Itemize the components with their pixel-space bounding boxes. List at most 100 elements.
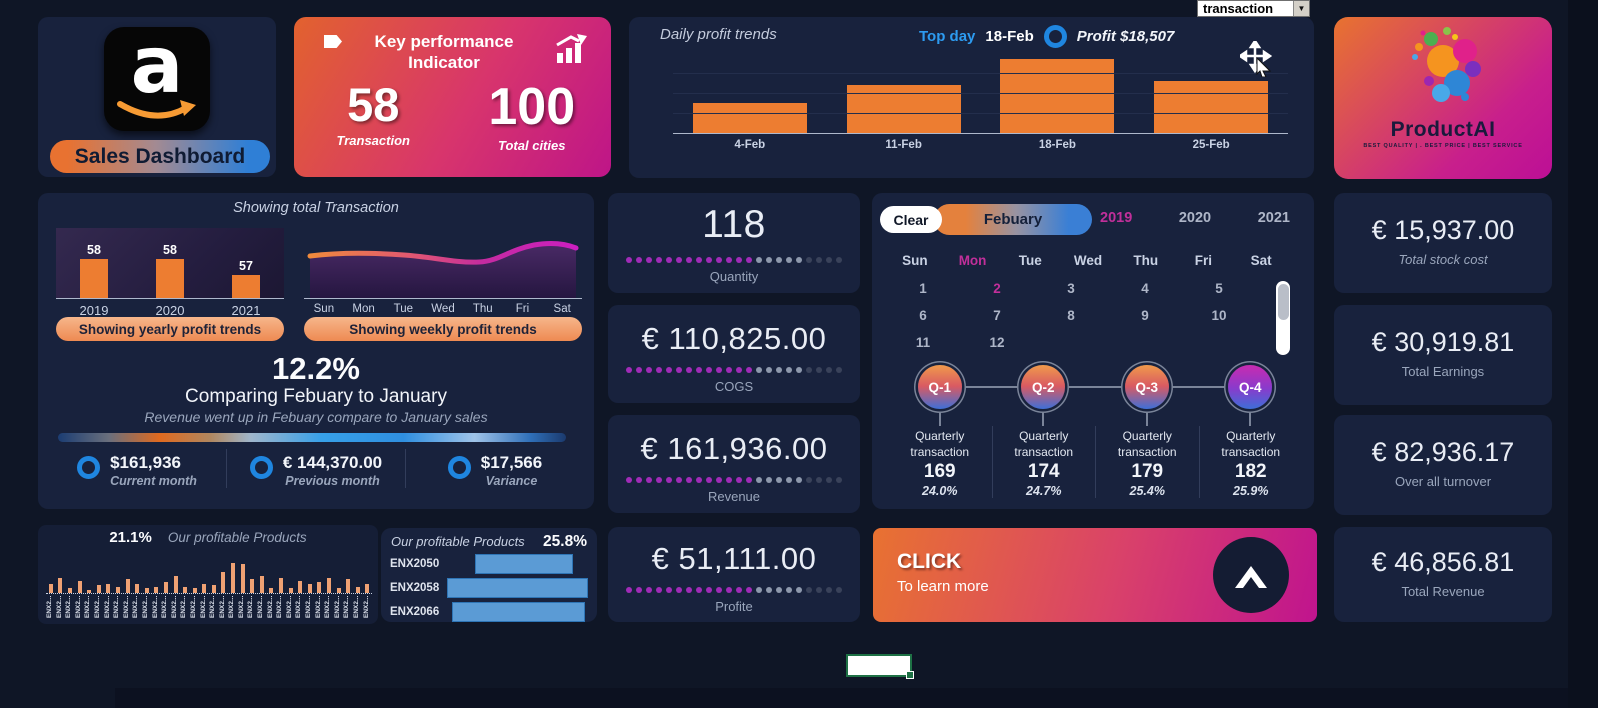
calendar-date-8[interactable]: 8: [1067, 308, 1075, 323]
ring-icon: [1043, 25, 1067, 48]
amazon-letter: a: [130, 21, 184, 111]
product-bar-column: [315, 582, 325, 593]
top-product-row: ENX2058: [381, 578, 597, 599]
meter-dot: [686, 587, 692, 593]
excel-selected-cell[interactable]: [846, 654, 914, 679]
meter-dot: [656, 367, 662, 373]
meter-dot: [776, 367, 782, 373]
day-header-tue: Tue: [1018, 253, 1042, 268]
product-bar-label: ENX2...: [161, 595, 169, 619]
total-revenue-label: Total Revenue: [1401, 584, 1485, 599]
quarter-badge: Q-1: [917, 365, 962, 409]
product-bar-label: ENX2...: [103, 595, 111, 619]
meter-dot: [726, 257, 732, 263]
calendar-dates: 1 2 3 4 5 6 7 8 9 10 11 12: [886, 281, 1256, 350]
quarter-value: 169: [923, 461, 956, 483]
product-bar-column: [190, 588, 200, 593]
dropdown-arrow-icon[interactable]: ▼: [1293, 1, 1309, 16]
product-bar-column: [142, 588, 152, 593]
field-dropdown[interactable]: transaction ▼: [1197, 0, 1310, 17]
product-bar-label: ENX2...: [93, 595, 101, 619]
product-bar-column: [295, 581, 305, 593]
total-stock-cost-value: € 15,937.00: [1371, 215, 1515, 245]
yearly-bar-column: 58: [132, 228, 208, 298]
kpi-cities-label: Total cities: [498, 138, 566, 154]
meter-dot: [816, 367, 822, 373]
calendar-date-10[interactable]: 10: [1211, 308, 1227, 323]
calendar-date-6[interactable]: 6: [919, 308, 927, 323]
fill-handle[interactable]: [906, 671, 914, 679]
product-bar: [87, 590, 92, 593]
calendar-date-3[interactable]: 3: [1067, 281, 1075, 296]
product-bar-column: [257, 576, 267, 593]
product-bar-column: [94, 585, 104, 593]
quarter-stem: [1042, 411, 1045, 426]
kpi-card: Key performance Indicator 58 Transaction…: [294, 17, 611, 177]
product-bar-column: [46, 584, 56, 593]
meter-dot: [776, 587, 782, 593]
quarter-stem: [1249, 411, 1252, 426]
card-total-stock-cost: € 15,937.00 Total stock cost: [1334, 193, 1552, 293]
meter-dot: [686, 367, 692, 373]
month-button[interactable]: Febuary: [934, 204, 1092, 235]
products-bar-labels: ENX2... ENX2... ENX2... ENX2... ENX2... ENX2.…: [46, 595, 372, 619]
calendar-date-2[interactable]: 2: [993, 281, 1001, 296]
product-bar: [135, 584, 140, 593]
product-bar-column: [104, 584, 114, 593]
total-stock-cost-label: Total stock cost: [1398, 252, 1488, 267]
meter-dot: [676, 587, 682, 593]
meter-dot: [716, 367, 722, 373]
meter-dot: [666, 367, 672, 373]
product-bar: [144, 588, 149, 593]
quarter-label: Quarterly transaction: [1014, 429, 1074, 459]
year-option-2020[interactable]: 2020: [1178, 210, 1212, 226]
meter-dot: [806, 367, 812, 373]
quarter-percent: 25.9%: [1233, 484, 1269, 499]
product-bar: [231, 563, 236, 593]
product-bar-column: [171, 576, 181, 593]
product-bar-label: ENX2...: [141, 595, 149, 619]
product-bar-label: ENX2...: [343, 595, 351, 619]
meter-dot: [666, 257, 672, 263]
calendar-date-12[interactable]: 12: [989, 335, 1005, 350]
meter-dot: [716, 477, 722, 483]
scrollbar-thumb[interactable]: [1277, 284, 1289, 320]
year-option-2019[interactable]: 2019: [1100, 210, 1133, 226]
meter-dot: [756, 257, 762, 263]
total-earnings-label: Total Earnings: [1401, 364, 1485, 379]
previous-month-label: Previous month: [285, 474, 380, 488]
top-day-value: 18-Feb: [985, 28, 1034, 45]
overall-turnover-label: Over all turnover: [1394, 474, 1492, 489]
product-bar: [202, 584, 207, 593]
calendar-date-9[interactable]: 9: [1141, 308, 1149, 323]
move-cursor-icon: [1240, 41, 1272, 77]
clear-button[interactable]: Clear: [880, 206, 942, 233]
quarter-value: 179: [1131, 461, 1164, 483]
calendar-date-4[interactable]: 4: [1141, 281, 1149, 296]
calendar-panel: Clear Febuary 2019 2020 2021 Sun Mon Tue Wed T…: [872, 193, 1314, 509]
meter-dot: [676, 257, 682, 263]
daily-bar-label: 18-Feb: [1038, 139, 1076, 151]
year-option-2021[interactable]: 2021: [1257, 210, 1290, 226]
weekly-trends-button[interactable]: Showing weekly profit trends: [304, 317, 582, 341]
product-bar-label: ENX2...: [353, 595, 360, 619]
calendar-scrollbar[interactable]: [1276, 281, 1290, 355]
product-bar-column: [286, 588, 296, 593]
top-product-label: ENX2058: [390, 582, 440, 594]
quarter-value: 182: [1234, 461, 1267, 483]
gradient-divider: [58, 433, 566, 442]
calendar-date-5[interactable]: 5: [1215, 281, 1223, 296]
product-bar-label: ENX2...: [113, 595, 121, 619]
product-bar-label: ENX2...: [55, 595, 63, 619]
yearly-trends-button[interactable]: Showing yearly profit trends: [56, 317, 284, 341]
calendar-date-1[interactable]: 1: [919, 281, 927, 296]
learn-more-button[interactable]: CLICK To learn more: [873, 528, 1317, 622]
meter-dot: [786, 477, 792, 483]
meter-dot: [706, 587, 712, 593]
product-bar-column: [267, 588, 277, 593]
calendar-date-7[interactable]: 7: [993, 308, 1001, 323]
product-bar-label: ENX2...: [257, 595, 265, 619]
cta-circle[interactable]: [1213, 537, 1289, 613]
meter-dot: [736, 367, 742, 373]
calendar-date-11[interactable]: 11: [915, 335, 931, 350]
